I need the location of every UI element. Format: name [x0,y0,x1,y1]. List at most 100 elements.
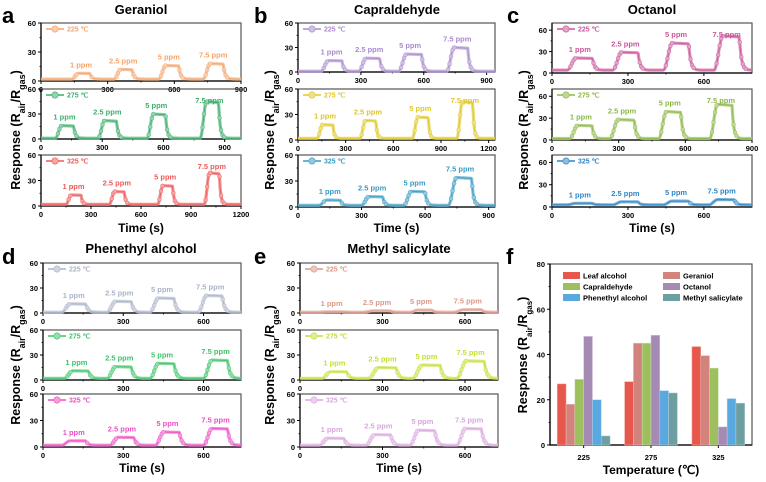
data-point [688,56,693,62]
data-point [177,433,183,438]
concentration-label: 2.5 ppm [108,424,137,433]
data-point [101,118,107,124]
y-label-sub-air: air [17,102,27,114]
data-point [396,373,402,378]
legend-swatch-icon [663,272,680,279]
x-axis-label: Time (s) [376,461,422,475]
y-tick-label: 0 [34,443,38,452]
panel-title: Geraniol [115,2,168,17]
bar-geraniol [700,355,710,446]
data-point [317,131,322,137]
y-tick-label: 30 [30,416,38,425]
y-tick-label: 0 [34,309,38,318]
bar-geraniol [565,404,576,446]
y-axis-label: Response (Rair/Rgas) [263,70,281,190]
data-point [662,114,667,119]
data-point [229,373,235,379]
y-tick-label: 30 [28,48,36,57]
legend-label: Octanol [683,283,711,292]
data-point [467,59,472,64]
concentration-label: 2.5 ppm [611,189,640,198]
data-point [377,135,383,140]
data-point [112,364,117,370]
data-point [346,373,351,378]
data-point [109,196,114,201]
y-tick-label: 60 [285,151,293,160]
y-tick-label: 30 [287,351,295,360]
data-point [345,441,350,446]
legend-label: Methyl salicylate [683,294,743,303]
data-point [113,436,119,441]
legend-marker-icon [562,25,570,33]
data-point [150,372,155,378]
y-tick-label: 30 [285,110,293,119]
y-tick-label: 0 [34,376,38,385]
concentration-label: 7.5 ppm [196,283,225,292]
legend-marker-icon [562,157,570,165]
data-point [226,433,232,439]
data-point [415,114,420,120]
response-curve-core [298,177,495,206]
legend-marker-icon [308,91,316,99]
y-tick-label: 0 [32,77,36,86]
bar-capraldehyde [574,379,584,446]
data-point [221,201,227,206]
data-point [156,438,161,443]
y-tick-label: 30 [539,181,547,190]
y-label-mid: /R [516,315,530,328]
x-tick-label: 300 [117,317,130,326]
y-label-sub-gas: gas [17,309,27,325]
y-tick-label: 30 [30,351,38,360]
concentration-label: 1 ppm [63,428,85,437]
data-point [743,66,749,72]
data-point [208,61,213,66]
y-tick-label: 0 [291,443,295,452]
data-point [398,65,404,70]
y-label-sub-gas: gas [271,74,281,90]
y-label-main: Response (R [263,348,277,424]
x-tick-label: 300 [376,451,389,460]
y-tick-label: 0 [291,376,295,385]
concentration-label: 5 ppm [154,173,176,182]
data-point [445,67,451,72]
data-point [611,128,616,134]
y-tick-label: 60 [28,151,36,160]
data-point [453,176,458,181]
y-tick-label: 40 [537,351,545,360]
data-point [483,367,489,373]
concentration-label: 1 ppm [53,113,75,122]
concentration-label: 5 ppm [410,297,432,306]
data-point [325,371,330,376]
x-tick-label: 600 [197,317,210,326]
x-tick-label: 300 [622,211,635,220]
concentration-label: 1 ppm [323,359,345,368]
data-point [457,371,463,377]
y-label-mid: /R [263,90,277,103]
y-label-main: Response (R [9,113,23,189]
data-point [208,427,213,432]
concentration-label: 5 ppm [409,104,431,113]
concentration-label: 2.5 ppm [93,108,122,117]
concentration-label: 5 ppm [411,417,433,426]
data-point [457,112,463,118]
data-point [135,441,140,446]
data-point [737,40,742,45]
legend-marker-icon [51,25,59,33]
data-point [173,302,178,308]
legend-marker-icon [53,265,61,273]
data-point [218,128,224,133]
concentration-label: 7.5 ppm [455,415,484,424]
data-point [132,74,138,80]
data-point [714,103,719,108]
data-point [173,368,178,373]
data-point [160,69,165,74]
bar-methyl-salicylate [668,392,678,446]
concentration-label: 2.5 ppm [368,355,397,364]
x-tick-label: 1200 [233,210,250,219]
y-tick-label: 0 [32,202,36,211]
data-point [204,67,210,73]
bar-octanol [650,335,661,446]
x-tick-label: 325 [712,453,725,462]
bar-leaf-alcohol [557,383,567,446]
